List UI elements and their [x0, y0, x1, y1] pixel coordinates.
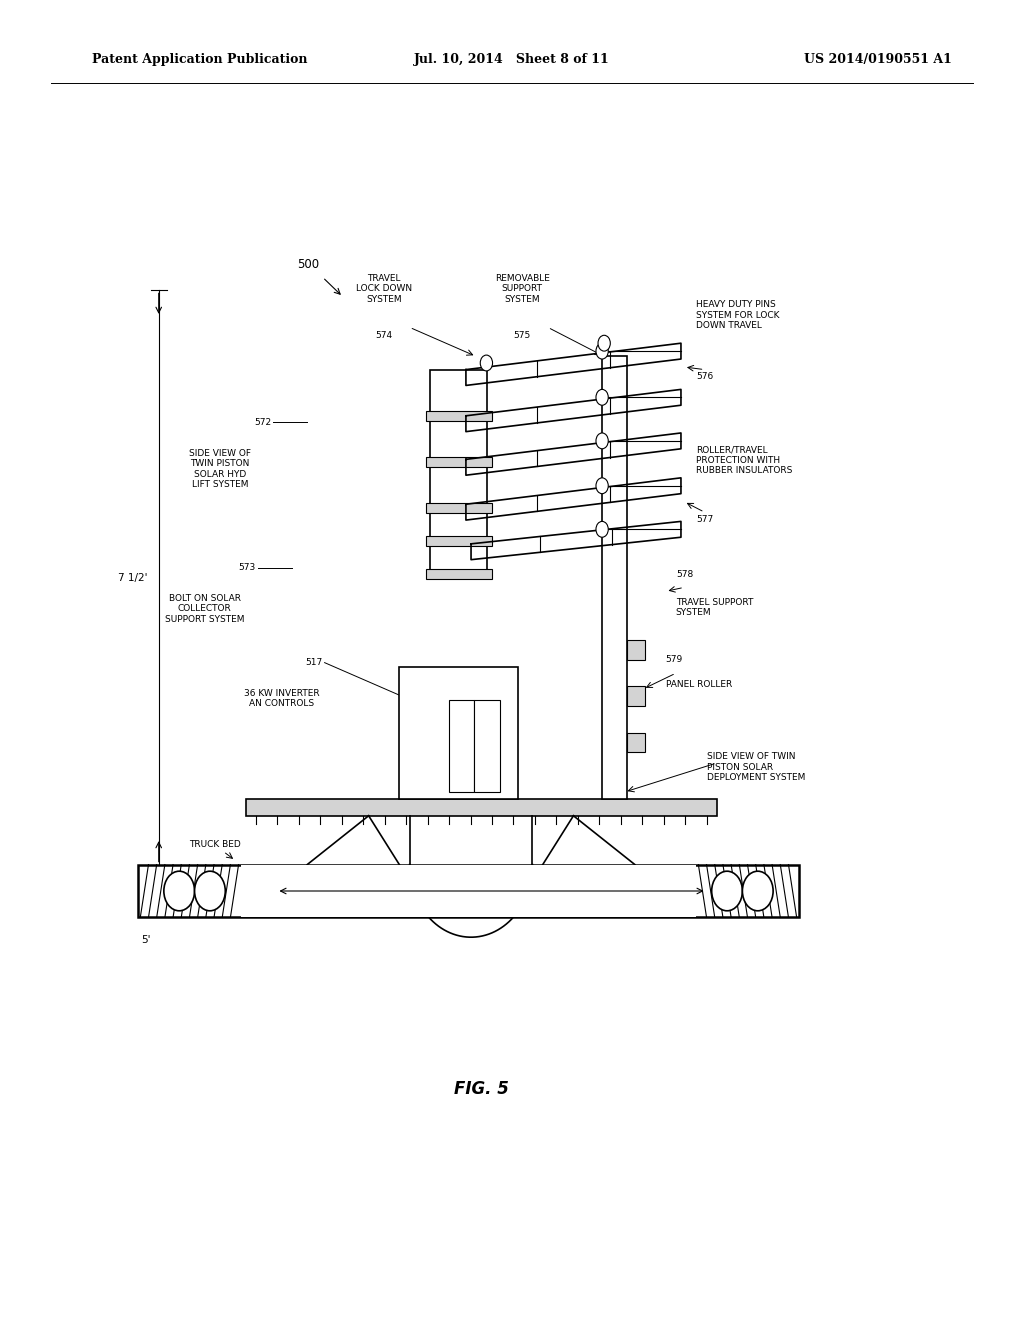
Circle shape — [195, 871, 225, 911]
Text: 36 KW INVERTER
AN CONTROLS: 36 KW INVERTER AN CONTROLS — [244, 689, 319, 709]
Bar — [430, 541, 487, 574]
Text: 573: 573 — [239, 564, 256, 572]
Bar — [602, 356, 627, 799]
Circle shape — [596, 478, 608, 494]
Text: Patent Application Publication: Patent Application Publication — [92, 53, 307, 66]
Bar — [399, 667, 518, 799]
Text: TRAVEL
LOCK DOWN
SYSTEM: TRAVEL LOCK DOWN SYSTEM — [356, 273, 412, 304]
Bar — [627, 733, 645, 752]
Circle shape — [596, 433, 608, 449]
Text: 576: 576 — [696, 372, 714, 381]
Text: 577: 577 — [696, 515, 714, 524]
Text: ROLLER/TRAVEL
PROTECTION WITH
RUBBER INSULATORS: ROLLER/TRAVEL PROTECTION WITH RUBBER INS… — [696, 445, 793, 475]
Text: FIG. 5: FIG. 5 — [454, 1080, 509, 1098]
Text: 6': 6' — [486, 867, 497, 878]
Circle shape — [164, 871, 195, 911]
Bar — [430, 508, 487, 541]
Bar — [426, 503, 492, 513]
Text: 575: 575 — [514, 331, 530, 341]
Circle shape — [742, 871, 773, 911]
Text: REMOVABLE
SUPPORT
SYSTEM: REMOVABLE SUPPORT SYSTEM — [495, 273, 550, 304]
Text: 574: 574 — [376, 331, 392, 341]
Circle shape — [480, 355, 493, 371]
Text: 579: 579 — [666, 656, 683, 664]
Text: Jul. 10, 2014   Sheet 8 of 11: Jul. 10, 2014 Sheet 8 of 11 — [414, 53, 610, 66]
Bar — [449, 700, 474, 792]
Bar — [627, 686, 645, 706]
Text: 7 1/2': 7 1/2' — [119, 573, 147, 582]
Circle shape — [598, 335, 610, 351]
Text: 517: 517 — [305, 659, 323, 667]
Text: 572: 572 — [254, 418, 271, 426]
Bar — [430, 370, 487, 416]
Text: 578: 578 — [676, 570, 693, 578]
Bar — [426, 411, 492, 421]
Text: TRUCK BED: TRUCK BED — [189, 841, 241, 849]
Text: BOLT ON SOLAR
COLLECTOR
SUPPORT SYSTEM: BOLT ON SOLAR COLLECTOR SUPPORT SYSTEM — [165, 594, 245, 624]
Bar — [241, 865, 696, 917]
Bar — [426, 569, 492, 579]
Text: SIDE VIEW OF TWIN
PISTON SOLAR
DEPLOYMENT SYSTEM: SIDE VIEW OF TWIN PISTON SOLAR DEPLOYMEN… — [707, 752, 805, 783]
Bar — [430, 462, 487, 508]
Bar — [426, 536, 492, 546]
Bar — [474, 700, 500, 792]
Bar — [138, 865, 799, 917]
Bar — [430, 416, 487, 462]
Circle shape — [596, 389, 608, 405]
Circle shape — [596, 521, 608, 537]
Text: 500: 500 — [297, 257, 319, 271]
Circle shape — [712, 871, 742, 911]
Circle shape — [596, 343, 608, 359]
Text: 5': 5' — [141, 935, 152, 945]
Text: US 2014/0190551 A1: US 2014/0190551 A1 — [805, 53, 952, 66]
Text: PANEL ROLLER: PANEL ROLLER — [666, 680, 732, 689]
Text: TRAVEL SUPPORT
SYSTEM: TRAVEL SUPPORT SYSTEM — [676, 598, 754, 618]
Bar — [426, 457, 492, 467]
Bar — [246, 799, 717, 816]
Text: SIDE VIEW OF
TWIN PISTON
SOLAR HYD
LIFT SYSTEM: SIDE VIEW OF TWIN PISTON SOLAR HYD LIFT … — [189, 449, 251, 488]
Bar — [627, 640, 645, 660]
Text: HEAVY DUTY PINS
SYSTEM FOR LOCK
DOWN TRAVEL: HEAVY DUTY PINS SYSTEM FOR LOCK DOWN TRA… — [696, 300, 780, 330]
